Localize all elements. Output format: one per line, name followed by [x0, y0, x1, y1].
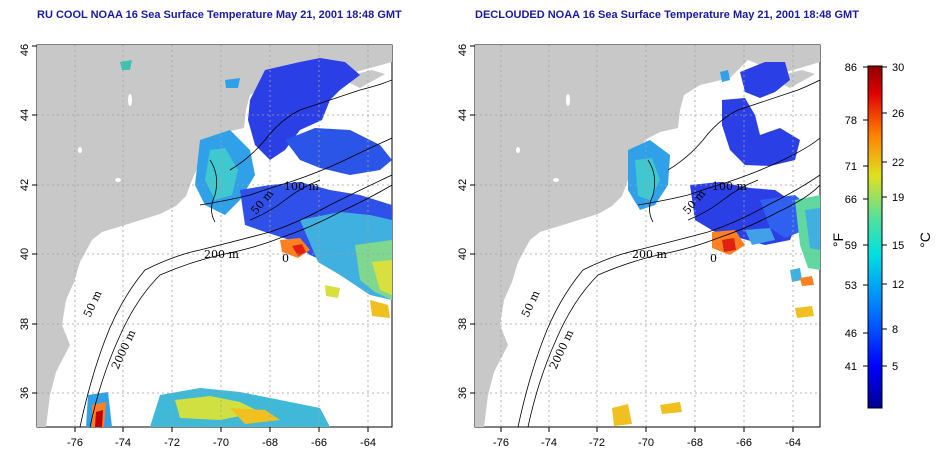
right-land — [475, 45, 820, 427]
right-x-tick-label: -76 — [493, 437, 509, 449]
fahrenheit-tick-label: 86 — [845, 62, 857, 74]
left-contour-label-200m: 200 m — [204, 248, 239, 261]
left-sst-field — [86, 58, 392, 427]
right-x-tick-label: -74 — [541, 437, 557, 449]
right-y-tick-label: 42 — [457, 179, 469, 191]
left-y-tick-label: 42 — [19, 179, 31, 191]
fahrenheit-tick-label: 59 — [845, 240, 857, 252]
celsius-tick-label: 19 — [892, 192, 904, 204]
left-contours — [79, 79, 392, 427]
left-y-tick-label: 36 — [19, 387, 31, 399]
left-y-tick-label: 44 — [19, 109, 31, 121]
right-x-axis: -76 -74 -72 -70 -68 -66 -64 — [493, 427, 801, 449]
left-x-tick-label: -64 — [360, 437, 376, 449]
left-y-tick-label: 46 — [19, 44, 31, 56]
fahrenheit-tick-label: 41 — [845, 361, 857, 373]
right-map-title: DECLOUDED NOAA 16 Sea Surface Temperatur… — [475, 9, 859, 21]
colorbar: 86 78 71 66 59 53 46 41 30 26 22 19 15 1… — [830, 62, 933, 409]
right-lake — [553, 178, 559, 182]
colorbar-gradient — [867, 65, 883, 409]
celsius-tick-label: 12 — [892, 279, 904, 291]
celsius-tick-label: 22 — [892, 157, 904, 169]
left-x-axis: -76 -74 -72 -70 -68 -66 -64 — [67, 427, 376, 449]
fahrenheit-unit-label: °F — [830, 233, 846, 247]
right-x-tick-label: -72 — [589, 437, 605, 449]
left-map-title: RU COOL NOAA 16 Sea Surface Temperature … — [37, 9, 402, 21]
left-lake — [128, 94, 132, 106]
right-contours — [517, 79, 820, 427]
fahrenheit-tick-label: 71 — [845, 161, 857, 173]
left-lake — [115, 178, 121, 182]
colorbar-ticks — [863, 66, 887, 367]
left-x-tick-label: -66 — [311, 437, 327, 449]
celsius-tick-label: 15 — [892, 240, 904, 252]
right-lake — [566, 94, 570, 106]
fahrenheit-tick-label: 46 — [845, 328, 857, 340]
right-sst-field — [612, 62, 820, 426]
left-contour-label-100m: 100 m — [284, 180, 319, 193]
left-x-tick-label: -68 — [262, 437, 278, 449]
right-contour-label-200m: 200 m — [632, 248, 667, 261]
left-x-tick-label: -72 — [164, 437, 180, 449]
left-y-tick-label: 40 — [19, 248, 31, 260]
left-lake — [78, 147, 82, 153]
left-land — [37, 45, 392, 427]
fahrenheit-tick-label: 66 — [845, 194, 857, 206]
right-x-tick-label: -64 — [785, 437, 801, 449]
left-y-tick-label: 38 — [19, 318, 31, 330]
right-x-tick-label: -68 — [687, 437, 703, 449]
right-y-axis: 36 38 40 42 44 46 — [457, 44, 475, 399]
left-x-tick-label: -76 — [67, 437, 83, 449]
right-lake — [516, 147, 520, 153]
celsius-tick-label: 26 — [892, 108, 904, 120]
left-x-tick-label: -74 — [115, 437, 131, 449]
right-y-tick-label: 38 — [457, 318, 469, 330]
right-y-tick-label: 46 — [457, 44, 469, 56]
right-x-tick-label: -70 — [638, 437, 654, 449]
right-y-tick-label: 44 — [457, 109, 469, 121]
fahrenheit-tick-label: 53 — [845, 280, 857, 292]
left-x-tick-label: -70 — [213, 437, 229, 449]
celsius-unit-label: °C — [917, 232, 933, 248]
left-contour-label-0: 0 — [282, 252, 289, 265]
celsius-tick-label: 8 — [892, 324, 898, 336]
fahrenheit-tick-label: 78 — [845, 115, 857, 127]
right-contour-label-0: 0 — [710, 252, 717, 265]
left-y-axis: 36 38 40 42 44 46 — [19, 44, 37, 399]
celsius-tick-label: 30 — [892, 62, 904, 74]
left-gridlines — [37, 45, 392, 427]
right-contour-label-100m: 100 m — [712, 180, 747, 193]
right-gridlines — [475, 45, 820, 427]
right-y-tick-label: 36 — [457, 387, 469, 399]
right-map-panel: 100 m 50 m 200 m 50 m 2000 m 0 -76 -74 -… — [457, 44, 821, 449]
left-nova-scotia-fragment — [340, 70, 385, 88]
right-y-tick-label: 40 — [457, 248, 469, 260]
left-map-panel: 100 m 50 m 200 m 50 m 2000 m 0 -76 -74 -… — [19, 44, 393, 449]
right-x-tick-label: -66 — [736, 437, 752, 449]
celsius-tick-label: 5 — [892, 361, 898, 373]
